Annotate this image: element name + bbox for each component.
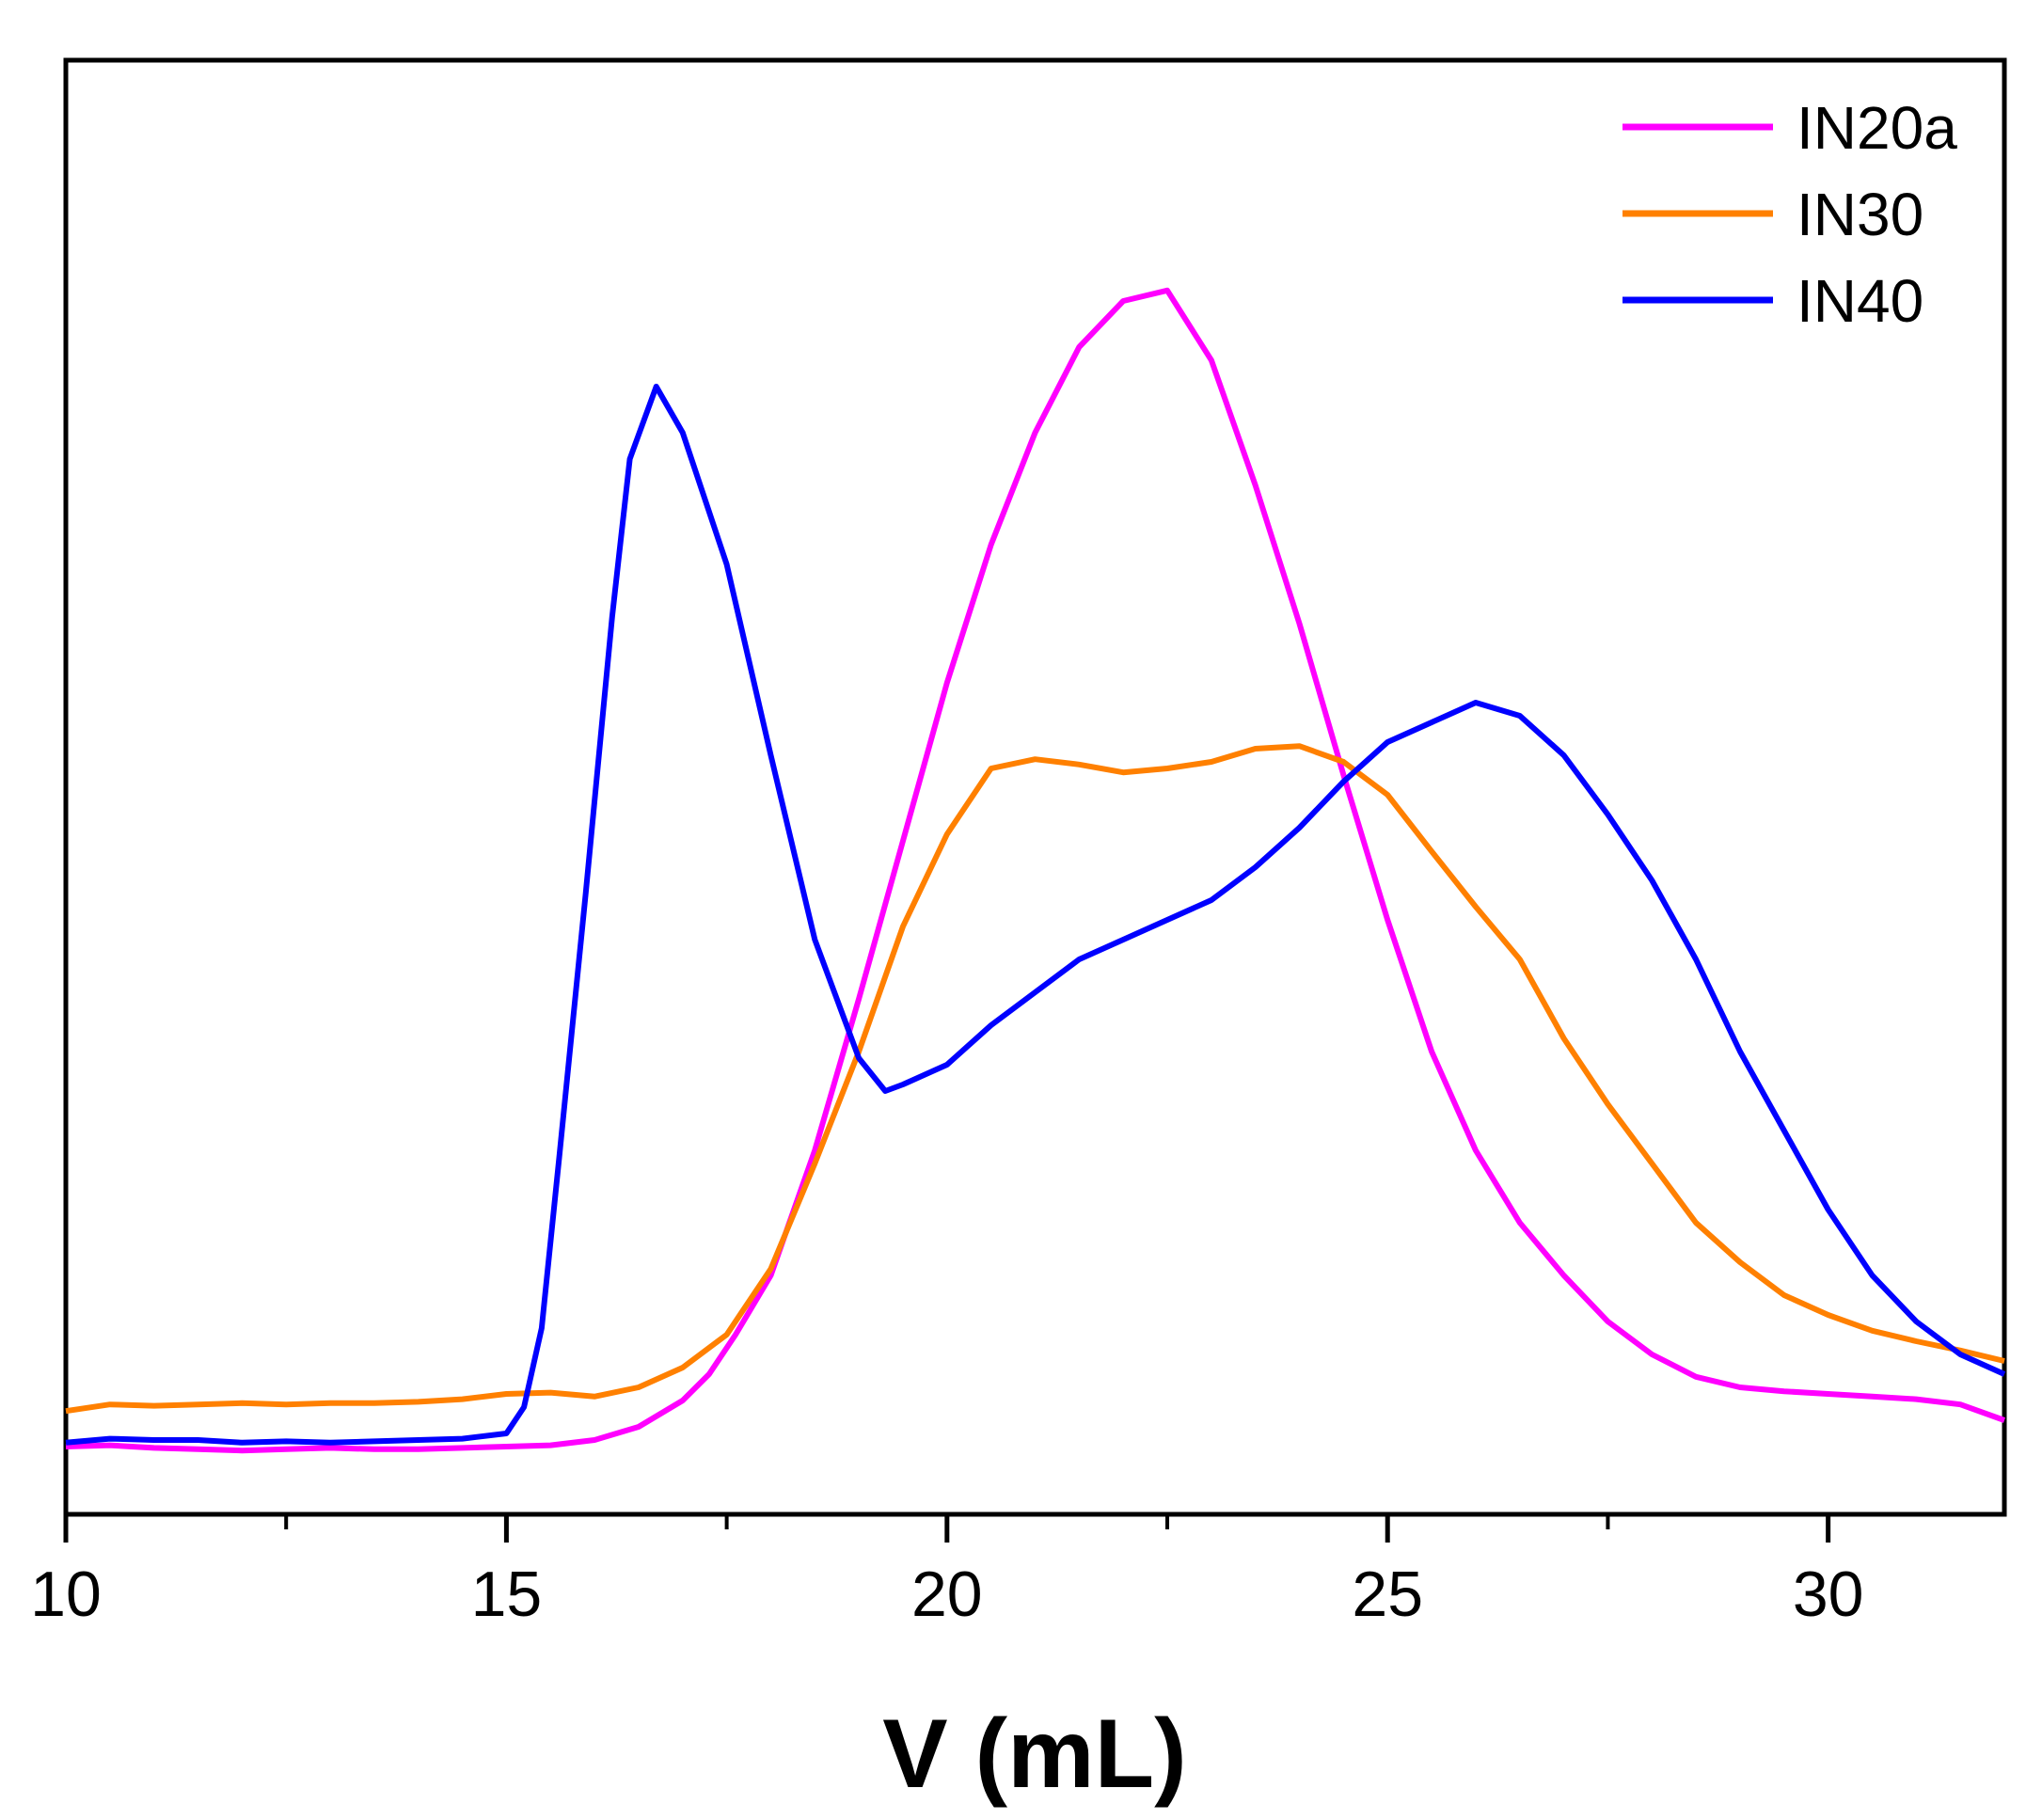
series-line-in20a	[65, 287, 2006, 1454]
x-axis-title: V (mL)	[882, 1700, 1187, 1809]
legend-label: IN40	[1797, 267, 1923, 335]
series-layer	[65, 287, 2006, 1454]
x-tick-label: 15	[471, 1559, 543, 1630]
x-tick-label: 30	[1793, 1559, 1864, 1630]
x-tick-label: 25	[1352, 1559, 1423, 1630]
series-line-in40	[65, 384, 2006, 1446]
legend: IN20a IN30 IN40	[1623, 94, 1957, 335]
legend-label: IN30	[1797, 181, 1923, 248]
plot-frame	[63, 57, 2007, 1517]
series-line-in30	[65, 743, 2005, 1415]
legend-label: IN20a	[1797, 94, 1957, 162]
x-tick-label: 20	[911, 1559, 983, 1630]
x-axis-ticks: 10 15 20 25 30	[30, 1514, 1863, 1630]
x-tick-label: 10	[30, 1559, 102, 1630]
x-axis-minor-ticks	[284, 1514, 1610, 1529]
